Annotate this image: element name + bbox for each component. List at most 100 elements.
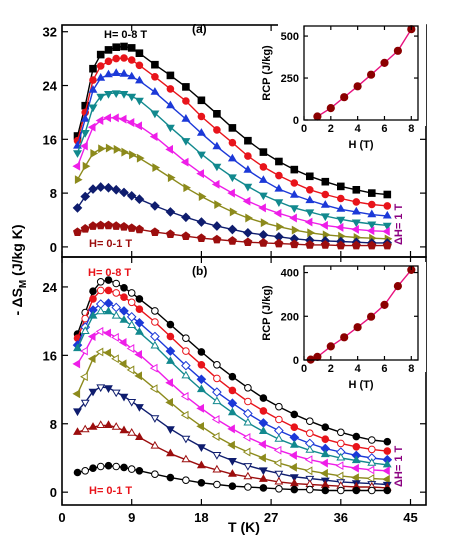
panel-a-point [336,240,346,250]
panel-b-point [351,455,361,464]
panel-b-point [118,359,127,369]
panel-b-point [211,415,220,424]
panel-b-point [212,464,222,473]
panel-a-point [150,110,160,119]
panel-b-point [274,433,284,442]
panel-b-point [227,424,235,434]
panel-b-point [96,384,106,393]
panel-a-point [80,141,88,151]
panel-a-point [351,219,361,228]
panel-b-point [337,486,345,495]
inset-a-point [353,82,362,91]
panel-b-point [149,384,158,394]
panel-a-point [320,240,330,249]
inset-b-xlabel: H (T) [348,379,373,391]
panel-b-point [242,433,251,442]
panel-a-point [258,175,268,183]
panel-a-point [90,149,99,158]
panel-b-point [259,394,268,402]
panel-b-point [134,371,142,381]
panel-a-point [367,240,377,250]
panel-b-point [196,384,206,393]
panel-a-point [305,209,315,218]
panel-b-point [321,423,330,432]
panel-b-point [243,463,253,471]
panel-b-point [89,464,97,473]
panel-b-point [197,479,206,487]
panel-a-point [198,192,207,201]
inset-b-ytick-label: 200 [281,311,299,323]
panel-b-point [366,465,375,475]
panel-b-point [166,332,175,341]
panel-a-point [289,189,299,198]
panel-a-point [95,116,104,125]
panel-b-point [150,340,160,349]
panel-a-point [367,209,377,218]
panel-b-point [96,462,105,471]
panel-b-point [212,396,222,405]
panel-a-point [336,216,346,225]
panel-b-point [119,393,129,402]
panel-b-point [87,332,96,341]
panel-a-point [129,150,137,160]
panel-b-point [72,389,81,399]
panel-b-point [120,463,128,472]
panel-a-point [196,169,204,179]
panel-a-point [383,202,392,210]
panel-a-point [243,183,253,192]
panel-b-point [196,403,204,413]
panel-b-point [197,348,206,356]
panel-a-ytick-label: 8 [50,186,57,201]
panel-a-series [72,42,393,250]
panel-a-point [274,238,284,248]
inset-a-point [367,70,376,79]
inset-b-point [393,282,402,291]
panel-a-point [258,238,268,247]
panel-b-point [119,425,129,434]
panel-a-point [166,100,175,109]
inset-b-point [340,333,349,342]
panel-a-point [111,113,119,123]
panel-a-point [259,163,268,171]
panel-b-point [227,407,237,416]
panel-a-point [111,90,121,98]
panel-b-point [335,471,344,481]
panel-b-point [166,320,175,329]
panel-a-point [306,172,314,181]
panel-b-point [180,410,189,420]
panel-b-point [352,432,361,441]
panel-b-point [89,287,97,296]
inset-b-ticks: 0 2 4 6 8 0 200 400 [281,266,418,375]
panel-b-point [180,391,189,401]
panel-b-point [80,346,88,356]
panel-b-xtick-label: 45 [403,510,417,525]
panel-a-point [182,97,190,105]
inset-b-xtick-label: 0 [301,363,307,375]
panel-a-point [119,187,129,198]
panel-b-point [165,378,173,388]
panel-b-point [274,470,284,479]
panel-b-point [259,484,268,492]
panel-a-point [336,204,346,212]
panel-b-point [258,453,266,463]
panel-a-point [351,225,359,234]
panel-b-point [383,447,392,455]
panel-b-point [166,473,175,482]
inset-a-series [313,25,416,121]
panel-b-point [243,417,253,426]
panel-a-point [383,190,392,199]
panel-b-point [382,459,392,468]
panel-a-series-2 [73,54,392,210]
panel-a-point [382,240,392,250]
panel-a-point [320,200,330,208]
panel-b-point [119,306,129,316]
panel-a-point [126,118,135,127]
panel-a-point [320,213,330,222]
panel-b-point [289,462,297,472]
inset-b-xtick-label: 8 [408,363,414,375]
panel-b-point [135,295,144,303]
panel-b-ytick-label: 16 [43,348,57,363]
panel-a-point [304,217,313,227]
panel-a-point [127,93,137,102]
inset-a-xtick-label: 0 [301,123,307,135]
